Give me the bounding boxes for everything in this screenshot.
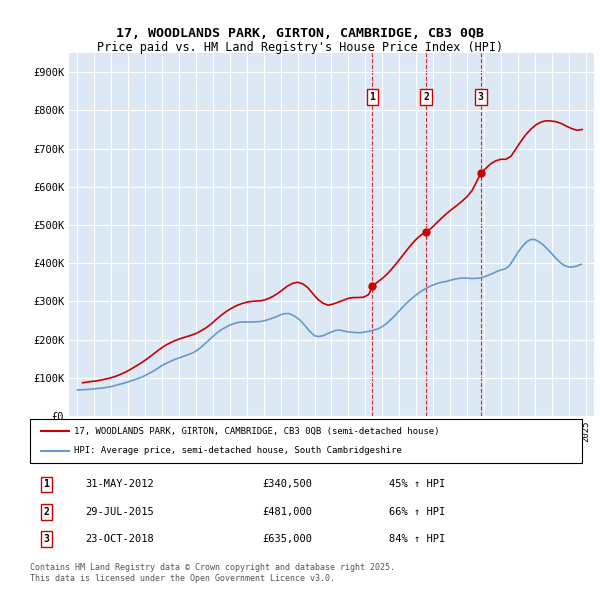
Text: £481,000: £481,000 xyxy=(262,507,312,517)
Text: £635,000: £635,000 xyxy=(262,534,312,544)
Text: 23-OCT-2018: 23-OCT-2018 xyxy=(85,534,154,544)
Text: Price paid vs. HM Land Registry's House Price Index (HPI): Price paid vs. HM Land Registry's House … xyxy=(97,41,503,54)
Text: £340,500: £340,500 xyxy=(262,480,312,490)
Text: 2: 2 xyxy=(423,91,429,101)
Text: 66% ↑ HPI: 66% ↑ HPI xyxy=(389,507,445,517)
Text: 45% ↑ HPI: 45% ↑ HPI xyxy=(389,480,445,490)
Text: 31-MAY-2012: 31-MAY-2012 xyxy=(85,480,154,490)
FancyBboxPatch shape xyxy=(30,419,582,463)
Text: 2: 2 xyxy=(44,507,49,517)
Text: 3: 3 xyxy=(478,91,484,101)
Text: 1: 1 xyxy=(44,480,49,490)
Text: 29-JUL-2015: 29-JUL-2015 xyxy=(85,507,154,517)
Text: 17, WOODLANDS PARK, GIRTON, CAMBRIDGE, CB3 0QB: 17, WOODLANDS PARK, GIRTON, CAMBRIDGE, C… xyxy=(116,27,484,40)
Text: 1: 1 xyxy=(370,91,376,101)
Text: 84% ↑ HPI: 84% ↑ HPI xyxy=(389,534,445,544)
Text: 17, WOODLANDS PARK, GIRTON, CAMBRIDGE, CB3 0QB (semi-detached house): 17, WOODLANDS PARK, GIRTON, CAMBRIDGE, C… xyxy=(74,427,440,436)
Text: HPI: Average price, semi-detached house, South Cambridgeshire: HPI: Average price, semi-detached house,… xyxy=(74,446,402,455)
Text: Contains HM Land Registry data © Crown copyright and database right 2025.
This d: Contains HM Land Registry data © Crown c… xyxy=(30,563,395,583)
Text: 3: 3 xyxy=(44,534,49,544)
